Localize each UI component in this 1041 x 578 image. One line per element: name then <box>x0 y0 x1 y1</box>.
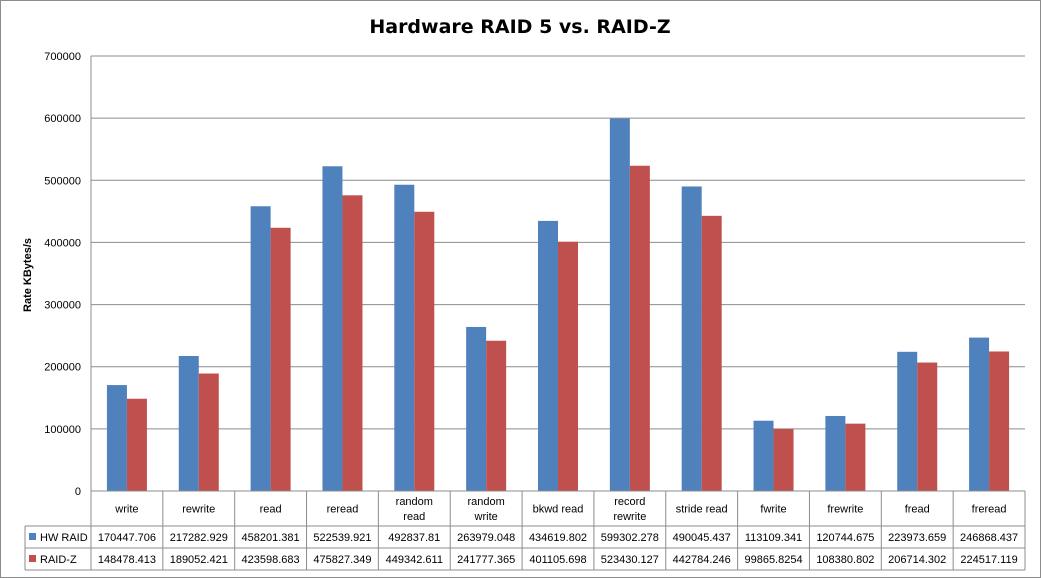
data-value: 599302.278 <box>601 532 659 544</box>
bar-raid-z <box>629 165 650 491</box>
y-tick-label: 300000 <box>44 300 81 312</box>
data-value: 522539.921 <box>313 532 371 544</box>
bar-raid-z <box>414 211 435 491</box>
series-name: HW RAID <box>40 532 88 544</box>
data-value: 475827.349 <box>313 554 371 566</box>
y-tick-label: 600000 <box>44 113 81 125</box>
data-value: 217282.929 <box>170 532 228 544</box>
data-value: 490045.437 <box>673 532 731 544</box>
bar-raid-z <box>198 373 219 491</box>
data-value: 434619.802 <box>529 532 587 544</box>
bar-hw-raid <box>609 118 630 491</box>
data-value: 108380.802 <box>816 554 874 566</box>
data-value: 492837.81 <box>388 532 440 544</box>
data-value: 113109.341 <box>745 532 802 544</box>
category-label: rewrite <box>182 504 215 516</box>
data-value: 442784.246 <box>673 554 731 566</box>
data-value: 206714.302 <box>888 554 946 566</box>
y-axis-ticks: 0 100000 200000 300000 400000 500000 600000 700… <box>44 51 81 498</box>
bar-raid-z <box>917 362 938 491</box>
category-label: stride read <box>676 504 728 516</box>
bar-hw-raid <box>106 385 127 491</box>
data-value: 401105.698 <box>529 554 586 566</box>
bar-raid-z <box>126 398 147 491</box>
category-label: frewrite <box>827 504 863 516</box>
legend-swatch <box>29 555 36 562</box>
bar-hw-raid <box>394 184 415 491</box>
bars <box>106 118 1010 492</box>
data-value: 523430.127 <box>601 554 659 566</box>
category-label: write <box>474 511 498 523</box>
series-name: RAID-Z <box>40 554 77 566</box>
bar-hw-raid <box>250 206 271 492</box>
bar-hw-raid <box>322 166 343 492</box>
category-label: bkwd read <box>533 504 584 516</box>
bar-raid-z <box>989 351 1010 491</box>
data-value: 458201.381 <box>242 532 300 544</box>
data-value: 120744.675 <box>816 532 874 544</box>
data-value: 189052.421 <box>170 554 228 566</box>
category-label: fread <box>905 504 930 516</box>
data-value: 241777.365 <box>457 554 515 566</box>
bar-hw-raid <box>178 355 199 491</box>
data-value: 148478.413 <box>98 554 156 566</box>
category-label: fwrite <box>760 504 786 516</box>
data-value: 99865.8254 <box>744 554 802 566</box>
y-tick-label: 100000 <box>44 424 81 436</box>
category-label: reread <box>327 504 359 516</box>
bar-hw-raid <box>753 420 774 491</box>
bar-raid-z <box>486 340 507 491</box>
bar-raid-z <box>342 195 363 491</box>
y-tick-label: 700000 <box>44 51 81 63</box>
bar-raid-z <box>558 241 578 491</box>
bar-hw-raid <box>825 415 846 491</box>
data-value: 423598.683 <box>242 554 300 566</box>
y-tick-label: 500000 <box>44 175 81 187</box>
bar-raid-z <box>701 215 722 491</box>
legend-swatch <box>29 533 36 540</box>
bar-hw-raid <box>969 337 990 491</box>
category-label: rewrite <box>613 511 646 523</box>
y-tick-label: 400000 <box>44 237 81 249</box>
y-axis-label: Rate KBytes/s <box>22 238 34 312</box>
data-value: 170447.706 <box>98 532 156 544</box>
data-value: 223973.659 <box>888 532 946 544</box>
category-label: read <box>403 511 425 523</box>
y-tick-label: 200000 <box>44 362 81 374</box>
bar-raid-z <box>270 227 291 491</box>
category-label: random <box>468 496 505 508</box>
data-value: 263979.048 <box>457 532 515 544</box>
data-value: 246868.437 <box>960 532 1018 544</box>
category-label: write <box>114 504 138 516</box>
data-table: write rewrite read reread random read random wr… <box>24 490 1026 571</box>
chart-title: Hardware RAID 5 vs. RAID-Z <box>369 16 670 38</box>
category-label: freread <box>972 504 1007 516</box>
bar-hw-raid <box>538 220 558 491</box>
bar-hw-raid <box>466 326 487 491</box>
category-label: random <box>396 496 433 508</box>
bar-raid-z <box>773 428 794 491</box>
y-tick-label: 0 <box>75 486 81 498</box>
bar-hw-raid <box>681 186 702 491</box>
bar-hw-raid <box>897 351 918 491</box>
bar-raid-z <box>845 423 866 491</box>
category-label: read <box>260 504 282 516</box>
data-value: 224517.119 <box>960 554 1017 566</box>
data-value: 449342.611 <box>386 554 443 566</box>
category-label: record <box>614 496 645 508</box>
